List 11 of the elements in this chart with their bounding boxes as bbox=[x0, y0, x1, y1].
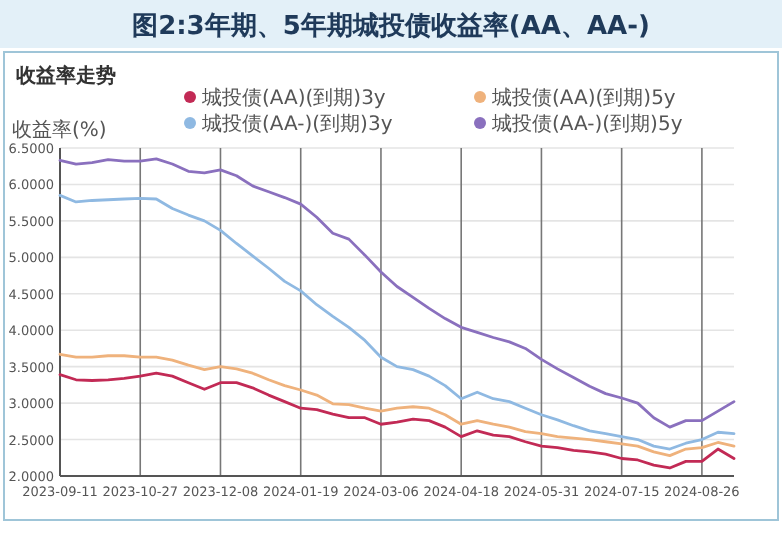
legend-label: 城投债(AA)(到期)3y bbox=[200, 86, 386, 110]
line-series bbox=[58, 371, 736, 470]
chart-title: 图2:3年期、5年期城投债收益率(AA、AA-) bbox=[132, 10, 650, 42]
line-series bbox=[58, 193, 736, 451]
y-axis-title: 收益率(%) bbox=[12, 118, 107, 142]
line-series bbox=[58, 157, 736, 429]
legend-label: 城投债(AA-)(到期)3y bbox=[200, 112, 393, 136]
legend-label: 城投债(AA-)(到期)5y bbox=[490, 112, 683, 136]
line-series bbox=[58, 352, 736, 457]
legend-label: 城投债(AA)(到期)5y bbox=[490, 86, 676, 110]
chart-subtitle: 收益率走势 bbox=[16, 64, 116, 88]
